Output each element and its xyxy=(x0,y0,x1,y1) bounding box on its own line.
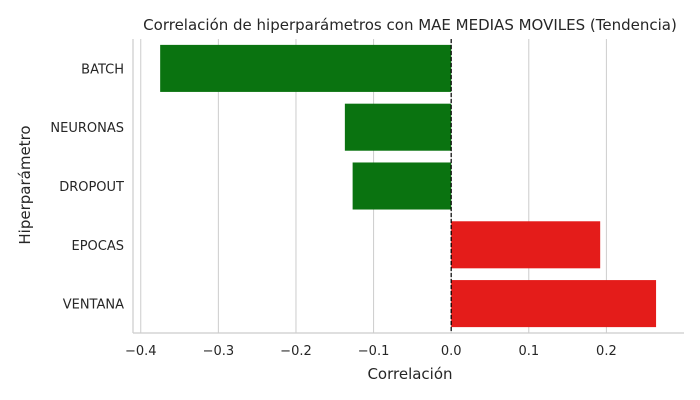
x-tick-label: −0.1 xyxy=(358,344,390,359)
y-tick-label: EPOCAS xyxy=(71,239,124,254)
y-tick-label: VENTANA xyxy=(63,298,124,313)
plot-area: −0.4 −0.3 −0.2 −0.1 0.0 0.1 0.2 BATCH NEURONAS DR… xyxy=(50,39,684,359)
x-tick-label: 0.2 xyxy=(596,344,617,359)
chart-title: Correlación de hiperparámetros con MAE M… xyxy=(143,16,677,34)
y-tick-label: BATCH xyxy=(81,62,124,77)
bar-dropout xyxy=(352,162,452,210)
bar-neuronas xyxy=(344,103,452,151)
bar-ventana xyxy=(451,280,657,328)
x-tick-label: −0.2 xyxy=(280,344,312,359)
x-tick-label: 0.1 xyxy=(518,344,539,359)
x-tick-label: 0.0 xyxy=(441,344,462,359)
y-axis-label: Hiperparámetro xyxy=(16,125,34,244)
x-tick-label: −0.3 xyxy=(203,344,235,359)
y-tick-label: NEURONAS xyxy=(50,121,124,136)
x-tick-label: −0.4 xyxy=(125,344,157,359)
bar-epocas xyxy=(451,221,601,269)
x-axis-label: Correlación xyxy=(367,365,452,383)
y-tick-label: DROPOUT xyxy=(59,180,124,195)
bar-batch xyxy=(160,44,452,92)
